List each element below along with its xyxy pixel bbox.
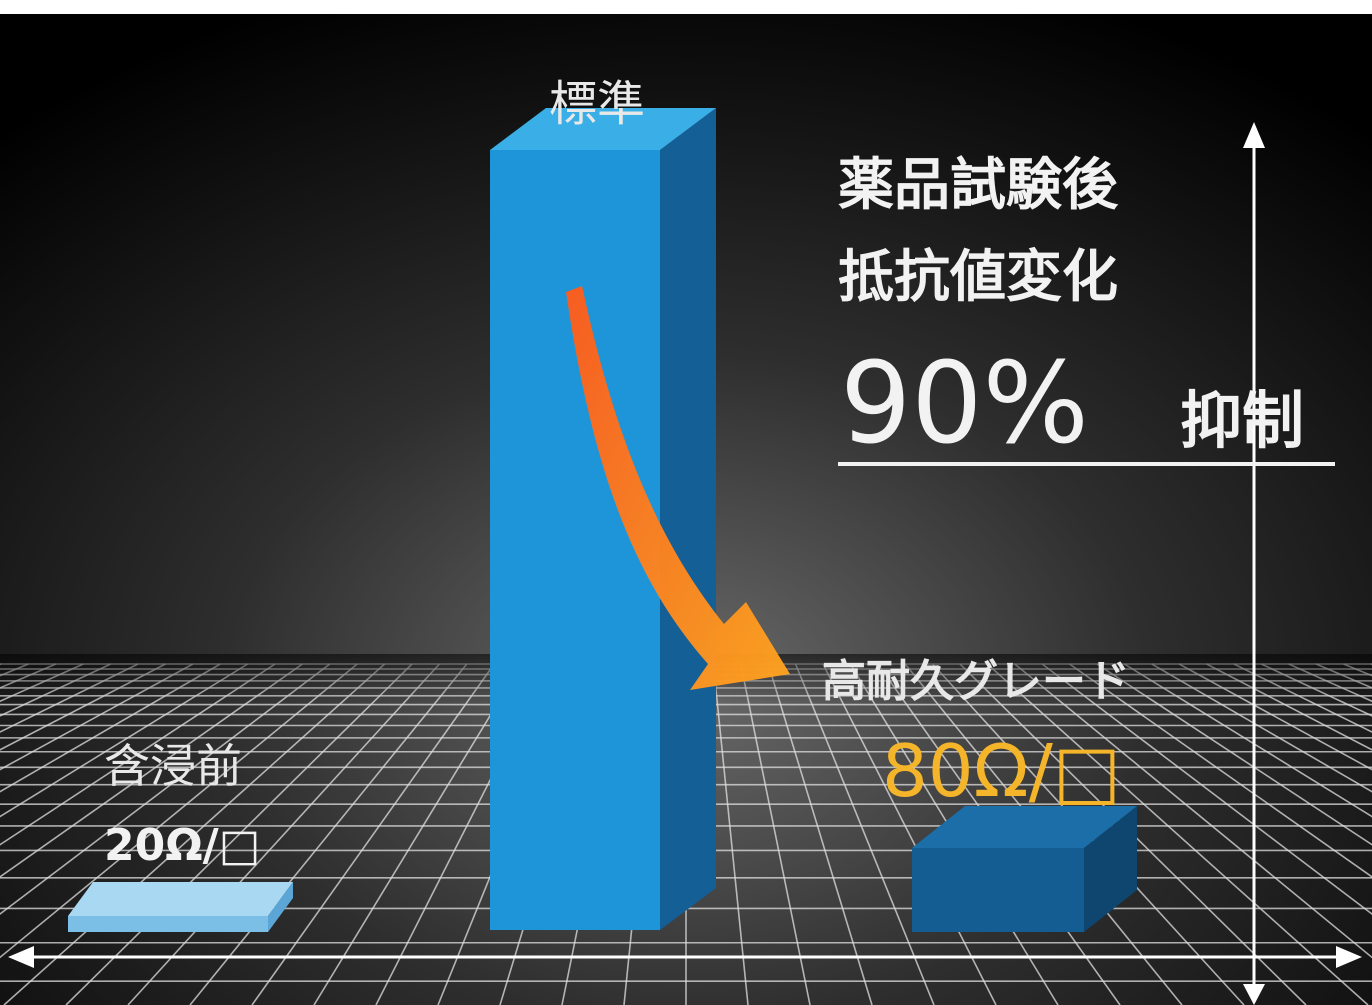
category-label-standard: 標準 bbox=[549, 76, 645, 132]
bar-before-impregnation bbox=[68, 882, 293, 932]
headline-line1: 薬品試験後 bbox=[838, 153, 1119, 218]
value-label-high-durability: 80Ω/□ bbox=[882, 729, 1121, 813]
chart-svg: 標準 薬品試験後 抵抗値変化 90% 抑制 高耐久グレード 80Ω/□ 含浸前 … bbox=[0, 14, 1372, 1005]
headline-suffix: 抑制 bbox=[1180, 384, 1304, 457]
bar-standard bbox=[490, 108, 716, 930]
category-label-high-durability: 高耐久グレード bbox=[822, 656, 1130, 707]
y-axis-arrow bbox=[1243, 122, 1265, 1005]
headline-line2: 抵抗値変化 bbox=[838, 245, 1118, 310]
bar-high-durability bbox=[912, 806, 1137, 932]
headline-percent: 90% bbox=[840, 339, 1089, 469]
category-label-before: 含浸前 bbox=[104, 739, 242, 793]
value-label-before: 20Ω/□ bbox=[104, 820, 260, 871]
chart-stage: 標準 薬品試験後 抵抗値変化 90% 抑制 高耐久グレード 80Ω/□ 含浸前 … bbox=[0, 14, 1372, 1005]
reduction-arrow bbox=[566, 286, 790, 690]
x-axis-arrow bbox=[8, 946, 1362, 968]
